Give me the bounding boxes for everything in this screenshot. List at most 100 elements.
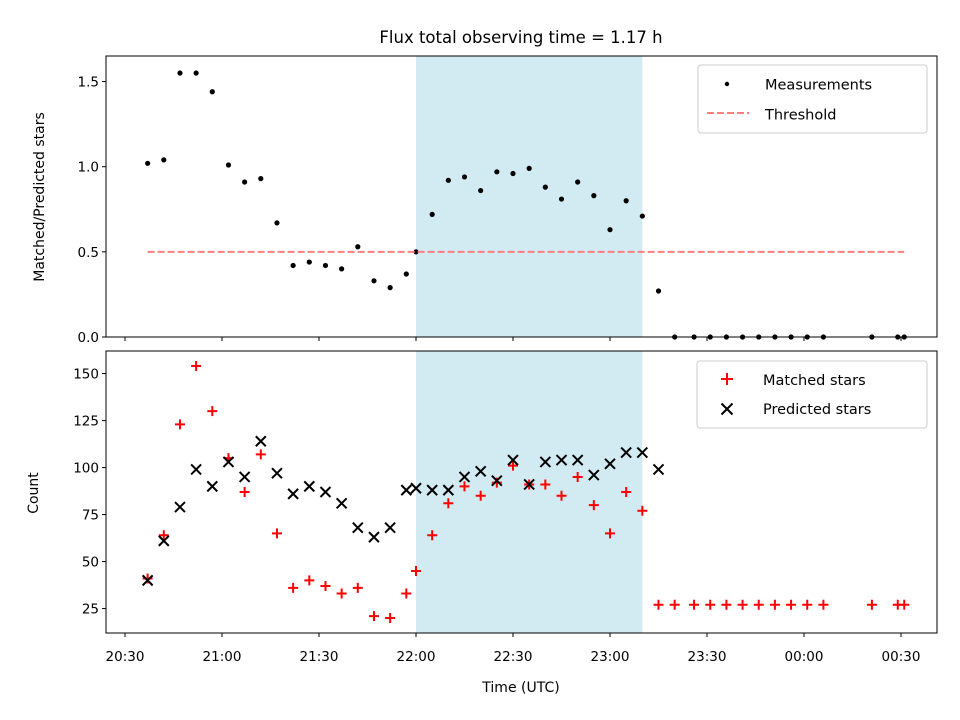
point-measurements	[193, 70, 199, 76]
y-tick-label: 0.0	[78, 330, 99, 346]
y-tick-label: 150	[73, 367, 99, 383]
point-matched-stars	[427, 530, 438, 541]
point-matched-stars	[411, 565, 421, 576]
x-tick-label: 21:00	[203, 649, 242, 665]
point-predicted-stars	[287, 488, 299, 500]
point-predicted-stars	[604, 458, 616, 470]
x-tick-label: 00:30	[882, 649, 921, 665]
x-axis-label: Time (UTC)	[481, 680, 559, 696]
point-measurements	[306, 259, 312, 265]
point-predicted-stars	[652, 463, 665, 476]
point-matched-stars	[142, 573, 153, 584]
point-measurements	[413, 249, 419, 255]
x-tick-label: 22:30	[494, 649, 533, 665]
point-matched-stars	[385, 612, 396, 623]
point-matched-stars	[753, 599, 764, 610]
point-matched-stars	[352, 582, 363, 593]
point-predicted-stars	[620, 446, 632, 459]
point-predicted-stars	[539, 456, 552, 468]
point-measurements	[591, 193, 597, 199]
legend-marker-matched-stars	[721, 373, 733, 385]
y-tick-label: 75	[82, 508, 99, 524]
point-measurements	[177, 70, 183, 76]
legend-label-predicted-stars: Predicted stars	[763, 402, 871, 418]
point-measurements	[623, 198, 629, 204]
point-matched-stars	[174, 419, 185, 430]
point-matched-stars	[605, 528, 615, 539]
point-measurements	[510, 170, 516, 177]
point-predicted-stars	[458, 471, 471, 483]
point-matched-stars	[304, 575, 315, 586]
point-predicted-stars	[174, 501, 186, 513]
point-matched-stars	[769, 599, 780, 610]
observing-window-band	[416, 56, 643, 337]
point-matched-stars	[818, 599, 829, 610]
point-matched-stars	[401, 588, 412, 599]
x-tick-label: 00:00	[785, 649, 824, 665]
point-matched-stars	[255, 449, 266, 460]
point-measurements	[542, 184, 548, 190]
point-matched-stars	[866, 599, 877, 610]
point-matched-stars	[288, 582, 299, 593]
point-matched-stars	[556, 490, 567, 501]
point-matched-stars	[271, 528, 282, 539]
point-matched-stars	[207, 406, 218, 417]
point-measurements	[639, 213, 645, 219]
point-measurements	[526, 165, 532, 171]
point-predicted-stars	[303, 480, 316, 493]
point-matched-stars	[737, 599, 748, 610]
point-measurements	[804, 334, 810, 340]
point-predicted-stars	[158, 535, 170, 547]
legend-label-threshold: Threshold	[764, 108, 836, 124]
legend-frame	[696, 360, 928, 429]
point-matched-stars	[443, 498, 454, 509]
legend-label-matched-stars: Matched stars	[763, 373, 866, 389]
ylabel-counts: Count	[26, 472, 42, 514]
point-matched-stars	[540, 479, 551, 490]
point-measurements	[672, 334, 678, 340]
point-predicted-stars	[474, 465, 487, 478]
point-measurements	[445, 177, 451, 183]
point-matched-stars	[669, 599, 680, 610]
point-matched-stars	[158, 530, 169, 541]
point-matched-stars	[705, 599, 716, 610]
legend-label-measurements: Measurements	[765, 78, 872, 94]
point-matched-stars	[491, 477, 502, 488]
point-predicted-stars	[400, 484, 413, 496]
point-predicted-stars	[571, 454, 584, 466]
point-measurements	[739, 334, 746, 340]
point-measurements	[707, 334, 713, 340]
point-predicted-stars	[410, 482, 422, 494]
point-measurements	[478, 187, 484, 194]
panel-counts: Count 25 50 75 100 125 150 20:30 21:00 21:30 22:0…	[26, 350, 938, 665]
point-predicted-stars	[335, 497, 348, 509]
point-measurements	[429, 211, 435, 217]
point-predicted-stars	[141, 574, 154, 587]
point-predicted-stars	[384, 522, 396, 534]
y-tick-label: 1.5	[78, 75, 99, 91]
point-measurements	[403, 271, 409, 277]
legend-marker-predicted-stars	[720, 402, 734, 416]
y-tick-label: 25	[82, 602, 99, 618]
point-matched-stars	[637, 505, 648, 516]
point-predicted-stars	[238, 471, 251, 483]
point-predicted-stars	[636, 446, 649, 459]
point-measurements	[756, 334, 762, 340]
point-measurements	[772, 334, 778, 340]
panel-ratio: Matched/Predicted stars 0.0 0.5 1.0 1.5 Mea…	[32, 55, 938, 346]
point-measurements	[788, 334, 794, 340]
point-matched-stars	[621, 487, 632, 497]
point-measurements	[290, 262, 296, 269]
point-measurements	[901, 334, 907, 340]
point-predicted-stars	[352, 522, 364, 534]
legend-counts: Matched stars Predicted stars	[696, 360, 928, 429]
legend-ratio: Measurements Threshold	[697, 64, 928, 134]
point-matched-stars	[653, 599, 664, 610]
point-measurements	[461, 174, 468, 180]
point-measurements	[575, 179, 581, 185]
point-predicted-stars	[491, 475, 503, 487]
y-tick-label: 100	[73, 461, 99, 477]
point-predicted-stars	[523, 478, 535, 491]
point-predicted-stars	[222, 456, 235, 468]
